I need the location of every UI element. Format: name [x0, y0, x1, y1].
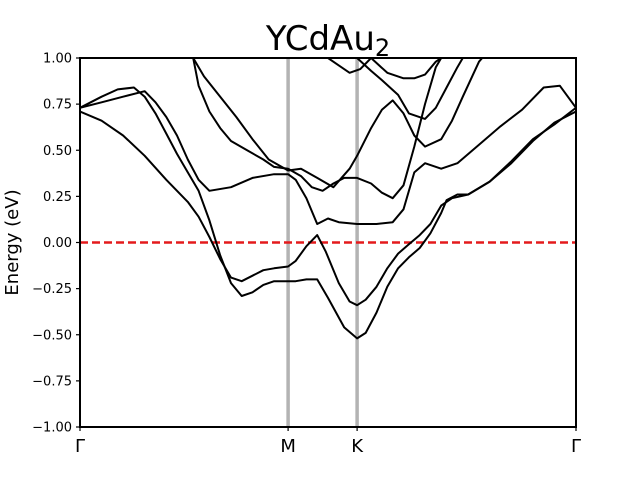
band-line-7 [327, 58, 372, 74]
y-axis-label: Energy (eV) [2, 189, 23, 295]
chart-title-main: YCdAu [265, 19, 375, 59]
x-tick-label-γ: Γ [75, 436, 85, 457]
y-tick-label: 0.75 [43, 98, 72, 113]
y-tick-label: −1.00 [32, 421, 72, 436]
band-line-3 [80, 84, 576, 225]
y-tick-label: 1.00 [43, 52, 72, 67]
x-tick-label-m: M [280, 436, 296, 457]
band-line-4 [192, 58, 443, 200]
chart-title-subscript: 2 [375, 34, 390, 62]
bands [80, 58, 576, 340]
y-tick-label: −0.50 [32, 328, 72, 343]
y-tick-label: 0.50 [43, 144, 72, 159]
band-line-6 [356, 58, 464, 120]
y-axis: −1.00 −0.75 −0.50 −0.25 0.00 0.25 0.50 0.75 1.00 [32, 52, 80, 436]
y-tick-label: −0.25 [32, 282, 72, 297]
band-line-2 [80, 86, 576, 340]
x-tick-label-k: K [351, 436, 364, 457]
band-line-8 [370, 58, 442, 80]
band-line-1 [80, 110, 576, 307]
y-tick-label: 0.25 [43, 190, 72, 205]
chart-title: YCdAu2 [265, 19, 390, 62]
x-tick-label-γ: Γ [571, 436, 581, 457]
band-line-5 [192, 58, 483, 189]
y-tick-label: 0.00 [43, 236, 72, 251]
y-tick-label: −0.75 [32, 374, 72, 389]
